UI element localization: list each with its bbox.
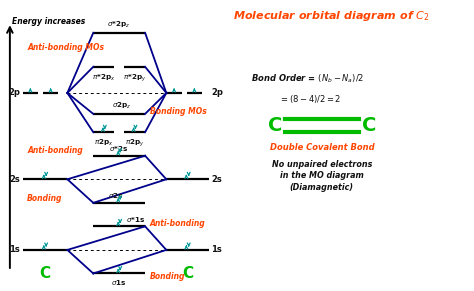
Text: Energy increases: Energy increases bbox=[12, 17, 85, 26]
Text: Bonding MOs: Bonding MOs bbox=[150, 107, 207, 116]
Text: $\sigma$2s: $\sigma$2s bbox=[108, 191, 123, 200]
Text: Bond Order = $(N_b-N_a)/2$: Bond Order = $(N_b-N_a)/2$ bbox=[251, 72, 364, 84]
Text: 2p: 2p bbox=[9, 88, 20, 97]
Text: C: C bbox=[362, 116, 376, 135]
Text: Bonding: Bonding bbox=[150, 272, 185, 281]
Text: Anti-bonding MOs: Anti-bonding MOs bbox=[27, 43, 104, 52]
Text: 1s: 1s bbox=[211, 245, 222, 254]
Text: $= (8-4)/2 = 2$: $= (8-4)/2 = 2$ bbox=[279, 93, 342, 105]
Text: $\sigma$*1s: $\sigma$*1s bbox=[126, 215, 146, 224]
Text: 2s: 2s bbox=[9, 175, 20, 184]
Text: 1s: 1s bbox=[9, 245, 20, 254]
Text: Double Covalent Bond: Double Covalent Bond bbox=[270, 143, 374, 152]
Text: $\sigma$2p$_z$: $\sigma$2p$_z$ bbox=[112, 101, 131, 111]
Text: 2s: 2s bbox=[211, 175, 222, 184]
Text: C: C bbox=[182, 266, 193, 281]
Text: C: C bbox=[267, 116, 282, 135]
Text: Anti-bonding: Anti-bonding bbox=[150, 219, 206, 228]
Text: Molecular orbital diagram of $C_2$: Molecular orbital diagram of $C_2$ bbox=[233, 9, 429, 23]
Text: 2p: 2p bbox=[211, 88, 223, 97]
Text: Bonding: Bonding bbox=[27, 194, 63, 203]
Text: $\pi$2p$_x$: $\pi$2p$_x$ bbox=[94, 138, 114, 148]
Text: $\sigma$*2s: $\sigma$*2s bbox=[109, 143, 129, 152]
Text: $\sigma$1s: $\sigma$1s bbox=[111, 278, 127, 287]
Text: C: C bbox=[39, 266, 51, 281]
Text: $\pi$*2p$_y$: $\pi$*2p$_y$ bbox=[123, 72, 146, 84]
Text: $\pi$2p$_y$: $\pi$2p$_y$ bbox=[125, 138, 145, 150]
Text: $\sigma$*2p$_z$: $\sigma$*2p$_z$ bbox=[108, 19, 131, 30]
Text: No unpaired electrons
in the MO diagram
(Diamagnetic): No unpaired electrons in the MO diagram … bbox=[272, 160, 372, 192]
Text: Anti-bonding: Anti-bonding bbox=[27, 146, 83, 155]
Text: $\pi$*2p$_x$: $\pi$*2p$_x$ bbox=[92, 72, 116, 83]
